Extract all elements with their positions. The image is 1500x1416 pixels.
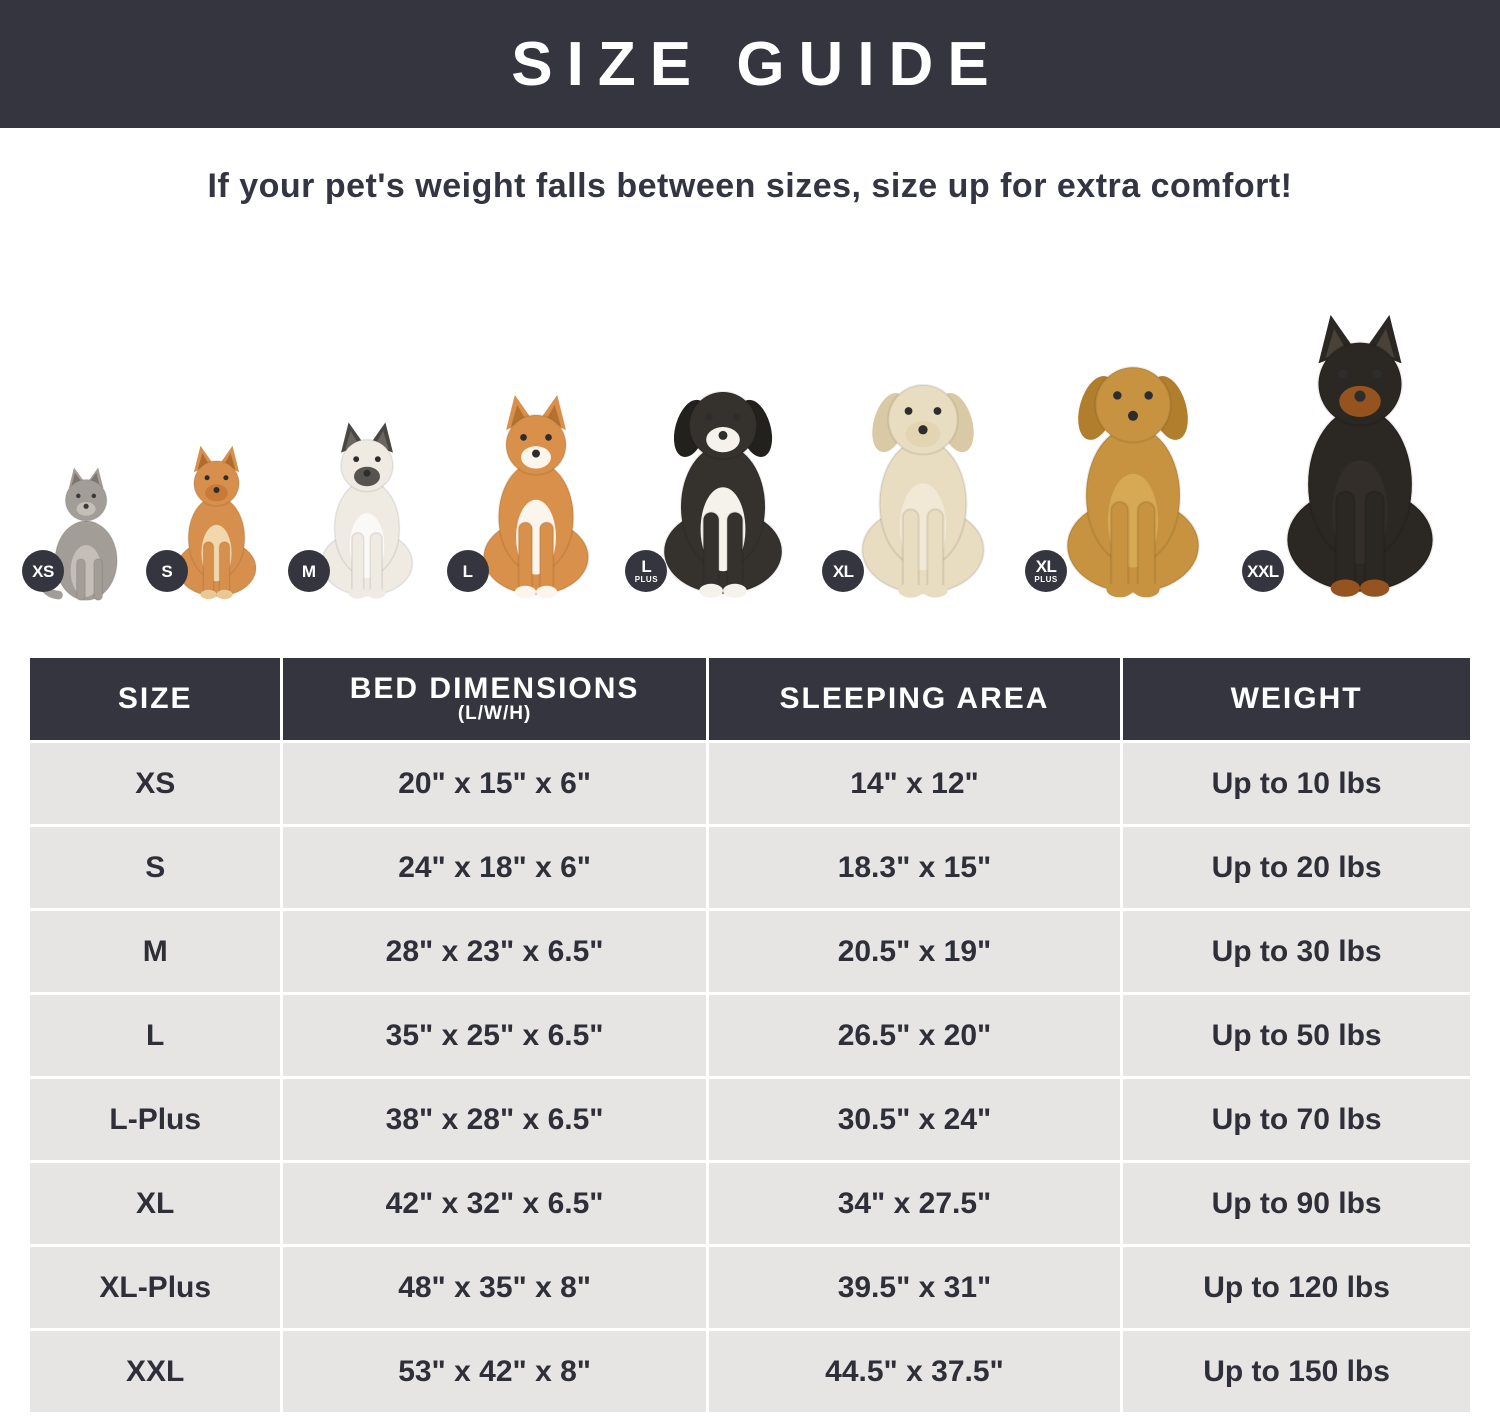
page-title: SIZE GUIDE [511, 29, 1003, 99]
cell-size: M [30, 911, 281, 992]
cell-bed-dimensions: 20" x 15" x 6" [283, 743, 706, 824]
shiba-inu-illustration [461, 390, 611, 602]
cell-weight: Up to 120 lbs [1123, 1247, 1470, 1328]
golden-retriever-illustration [1039, 336, 1227, 602]
cell-sleeping-area: 34" x 27.5" [708, 1163, 1121, 1244]
size-badge-label: L [641, 557, 652, 576]
cell-weight: Up to 70 lbs [1123, 1079, 1470, 1160]
size-badge-label: S [161, 561, 173, 581]
size-table: SIZE BED DIMENSIONS (L/W/H) SLEEPING ARE… [30, 658, 1470, 1412]
pet-french-bulldog: M [287, 418, 432, 602]
size-badge: XL [822, 550, 865, 592]
cell-size: XS [30, 743, 281, 824]
size-badge-label: XL [832, 561, 854, 581]
cell-bed-dimensions: 48" x 35" x 8" [283, 1247, 706, 1328]
cell-size: XL [30, 1163, 281, 1244]
size-badge: S [145, 550, 188, 592]
pet-pomeranian: S [145, 442, 273, 602]
cell-sleeping-area: 26.5" x 20" [708, 995, 1121, 1076]
header-bar: SIZE GUIDE [0, 0, 1500, 128]
size-badge: XS [22, 550, 64, 592]
cell-sleeping-area: 44.5" x 37.5" [708, 1331, 1121, 1412]
table-row: XXL 53" x 42" x 8" 44.5" x 37.5" Up to 1… [30, 1331, 1470, 1412]
size-badge-label: L [462, 561, 473, 581]
table-row: XL 42" x 32" x 6.5" 34" x 27.5" Up to 90… [30, 1163, 1470, 1244]
size-badge-sublabel: PLUS [1034, 575, 1058, 584]
table-header-row: SIZE BED DIMENSIONS (L/W/H) SLEEPING ARE… [30, 658, 1470, 740]
table-row: XL-Plus 48" x 35" x 8" 39.5" x 31" Up to… [30, 1247, 1470, 1328]
subtitle-text: If your pet's weight falls between sizes… [207, 166, 1293, 205]
cell-bed-dimensions: 35" x 25" x 6.5" [283, 995, 706, 1076]
cat-illustration [36, 464, 131, 602]
pet-labrador: XL [822, 356, 1010, 602]
cell-size: L [30, 995, 281, 1076]
cell-weight: Up to 150 lbs [1123, 1331, 1470, 1412]
cell-size: XXL [30, 1331, 281, 1412]
size-badge: XXL [1241, 550, 1284, 592]
cell-sleeping-area: 39.5" x 31" [708, 1247, 1121, 1328]
table-row: L-Plus 38" x 28" x 6.5" 30.5" x 24" Up t… [30, 1079, 1470, 1160]
table-body: XS 20" x 15" x 6" 14" x 12" Up to 10 lbs… [30, 743, 1470, 1412]
pomeranian-illustration [160, 442, 273, 602]
size-badge-sublabel: PLUS [634, 575, 659, 584]
cell-bed-dimensions: 53" x 42" x 8" [283, 1331, 706, 1412]
french-bulldog-illustration [302, 418, 432, 602]
cell-weight: Up to 30 lbs [1123, 911, 1470, 992]
size-badge: L [446, 550, 489, 592]
column-header-size: SIZE [30, 658, 281, 740]
size-badge: L PLUS [625, 550, 668, 592]
cell-sleeping-area: 20.5" x 19" [708, 911, 1121, 992]
cell-weight: Up to 50 lbs [1123, 995, 1470, 1076]
cell-sleeping-area: 14" x 12" [708, 743, 1121, 824]
labrador-illustration [836, 356, 1010, 602]
size-badge-label: M [301, 561, 316, 581]
column-header-weight: WEIGHT [1123, 658, 1470, 740]
table-row: L 35" x 25" x 6.5" 26.5" x 20" Up to 50 … [30, 995, 1470, 1076]
cell-sleeping-area: 30.5" x 24" [708, 1079, 1121, 1160]
cell-size: L-Plus [30, 1079, 281, 1160]
table-row: XS 20" x 15" x 6" 14" x 12" Up to 10 lbs [30, 743, 1470, 824]
table-row: M 28" x 23" x 6.5" 20.5" x 19" Up to 30 … [30, 911, 1470, 992]
cell-sleeping-area: 18.3" x 15" [708, 827, 1121, 908]
border-collie-illustration [639, 364, 807, 602]
cell-size: S [30, 827, 281, 908]
cell-bed-dimensions: 28" x 23" x 6.5" [283, 911, 706, 992]
column-header-sleeping-area: SLEEPING AREA [708, 658, 1121, 740]
table-row: S 24" x 18" x 6" 18.3" x 15" Up to 20 lb… [30, 827, 1470, 908]
cell-weight: Up to 20 lbs [1123, 827, 1470, 908]
size-badge-label: XXL [1247, 561, 1279, 581]
cell-bed-dimensions: 38" x 28" x 6.5" [283, 1079, 706, 1160]
cell-weight: Up to 90 lbs [1123, 1163, 1470, 1244]
subtitle-row: If your pet's weight falls between sizes… [0, 128, 1500, 244]
pet-border-collie: L PLUS [625, 364, 807, 602]
cell-size: XL-Plus [30, 1247, 281, 1328]
size-badge-label: XS [32, 561, 54, 581]
pet-golden-retriever: XL PLUS [1025, 336, 1227, 602]
cell-bed-dimensions: 42" x 32" x 6.5" [283, 1163, 706, 1244]
column-header-bed-dimensions: BED DIMENSIONS (L/W/H) [283, 658, 706, 740]
size-badge-label: XL [1035, 557, 1057, 576]
pets-row: XS S [0, 244, 1500, 602]
size-badge: M [287, 550, 330, 592]
cell-bed-dimensions: 24" x 18" x 6" [283, 827, 706, 908]
cell-weight: Up to 10 lbs [1123, 743, 1470, 824]
pet-cat: XS [22, 464, 131, 602]
pet-shiba-inu: L [446, 390, 611, 602]
pet-doberman: XXL [1241, 308, 1464, 602]
doberman-illustration [1256, 308, 1464, 602]
size-badge: XL PLUS [1025, 550, 1068, 592]
